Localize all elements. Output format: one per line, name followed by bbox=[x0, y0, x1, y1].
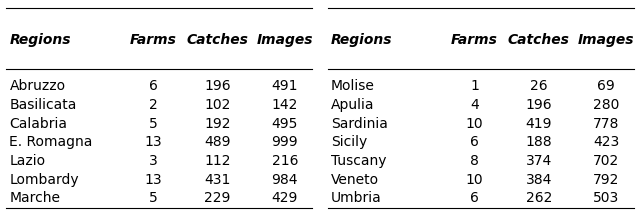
Text: 6: 6 bbox=[470, 191, 479, 205]
Text: 69: 69 bbox=[597, 79, 615, 93]
Text: 2: 2 bbox=[149, 98, 157, 112]
Text: Calabria: Calabria bbox=[10, 117, 67, 131]
Text: Molise: Molise bbox=[331, 79, 374, 93]
Text: Lombardy: Lombardy bbox=[10, 173, 79, 187]
Text: Images: Images bbox=[257, 32, 313, 46]
Text: 6: 6 bbox=[149, 79, 157, 93]
Text: 4: 4 bbox=[470, 98, 479, 112]
Text: 5: 5 bbox=[149, 117, 157, 131]
Text: 431: 431 bbox=[204, 173, 230, 187]
Text: 489: 489 bbox=[204, 135, 231, 149]
Text: 702: 702 bbox=[593, 154, 619, 168]
Text: Tuscany: Tuscany bbox=[331, 154, 386, 168]
Text: 13: 13 bbox=[145, 135, 162, 149]
Text: 262: 262 bbox=[525, 191, 552, 205]
Text: Lazio: Lazio bbox=[10, 154, 45, 168]
Text: Catches: Catches bbox=[187, 32, 248, 46]
Text: 26: 26 bbox=[530, 79, 548, 93]
Text: 10: 10 bbox=[466, 173, 483, 187]
Text: 8: 8 bbox=[470, 154, 479, 168]
Text: 3: 3 bbox=[149, 154, 157, 168]
Text: E. Romagna: E. Romagna bbox=[10, 135, 93, 149]
Text: Veneto: Veneto bbox=[331, 173, 379, 187]
Text: 778: 778 bbox=[593, 117, 620, 131]
Text: 6: 6 bbox=[470, 135, 479, 149]
Text: 384: 384 bbox=[525, 173, 552, 187]
Text: Umbria: Umbria bbox=[331, 191, 381, 205]
Text: 192: 192 bbox=[204, 117, 231, 131]
Text: 429: 429 bbox=[271, 191, 298, 205]
Text: 999: 999 bbox=[271, 135, 298, 149]
Text: Regions: Regions bbox=[10, 32, 71, 46]
Text: Farms: Farms bbox=[130, 32, 177, 46]
Text: 13: 13 bbox=[145, 173, 162, 187]
Text: 280: 280 bbox=[593, 98, 620, 112]
Text: Marche: Marche bbox=[10, 191, 60, 205]
Text: 216: 216 bbox=[271, 154, 298, 168]
Text: 229: 229 bbox=[204, 191, 230, 205]
Text: 419: 419 bbox=[525, 117, 552, 131]
Text: 495: 495 bbox=[271, 117, 298, 131]
Text: 188: 188 bbox=[525, 135, 552, 149]
Text: Images: Images bbox=[578, 32, 634, 46]
Text: 374: 374 bbox=[525, 154, 552, 168]
Text: 1: 1 bbox=[470, 79, 479, 93]
Text: Regions: Regions bbox=[331, 32, 392, 46]
Text: Catches: Catches bbox=[508, 32, 570, 46]
Text: 142: 142 bbox=[271, 98, 298, 112]
Text: Sicily: Sicily bbox=[331, 135, 367, 149]
Text: 196: 196 bbox=[525, 98, 552, 112]
Text: Apulia: Apulia bbox=[331, 98, 374, 112]
Text: Basilicata: Basilicata bbox=[10, 98, 77, 112]
Text: 503: 503 bbox=[593, 191, 619, 205]
Text: Farms: Farms bbox=[451, 32, 498, 46]
Text: 491: 491 bbox=[271, 79, 298, 93]
Text: Abruzzo: Abruzzo bbox=[10, 79, 65, 93]
Text: 984: 984 bbox=[271, 173, 298, 187]
Text: 102: 102 bbox=[204, 98, 230, 112]
Text: 112: 112 bbox=[204, 154, 231, 168]
Text: Sardinia: Sardinia bbox=[331, 117, 388, 131]
Text: 10: 10 bbox=[466, 117, 483, 131]
Text: 423: 423 bbox=[593, 135, 619, 149]
Text: 792: 792 bbox=[593, 173, 620, 187]
Text: 5: 5 bbox=[149, 191, 157, 205]
Text: 196: 196 bbox=[204, 79, 231, 93]
